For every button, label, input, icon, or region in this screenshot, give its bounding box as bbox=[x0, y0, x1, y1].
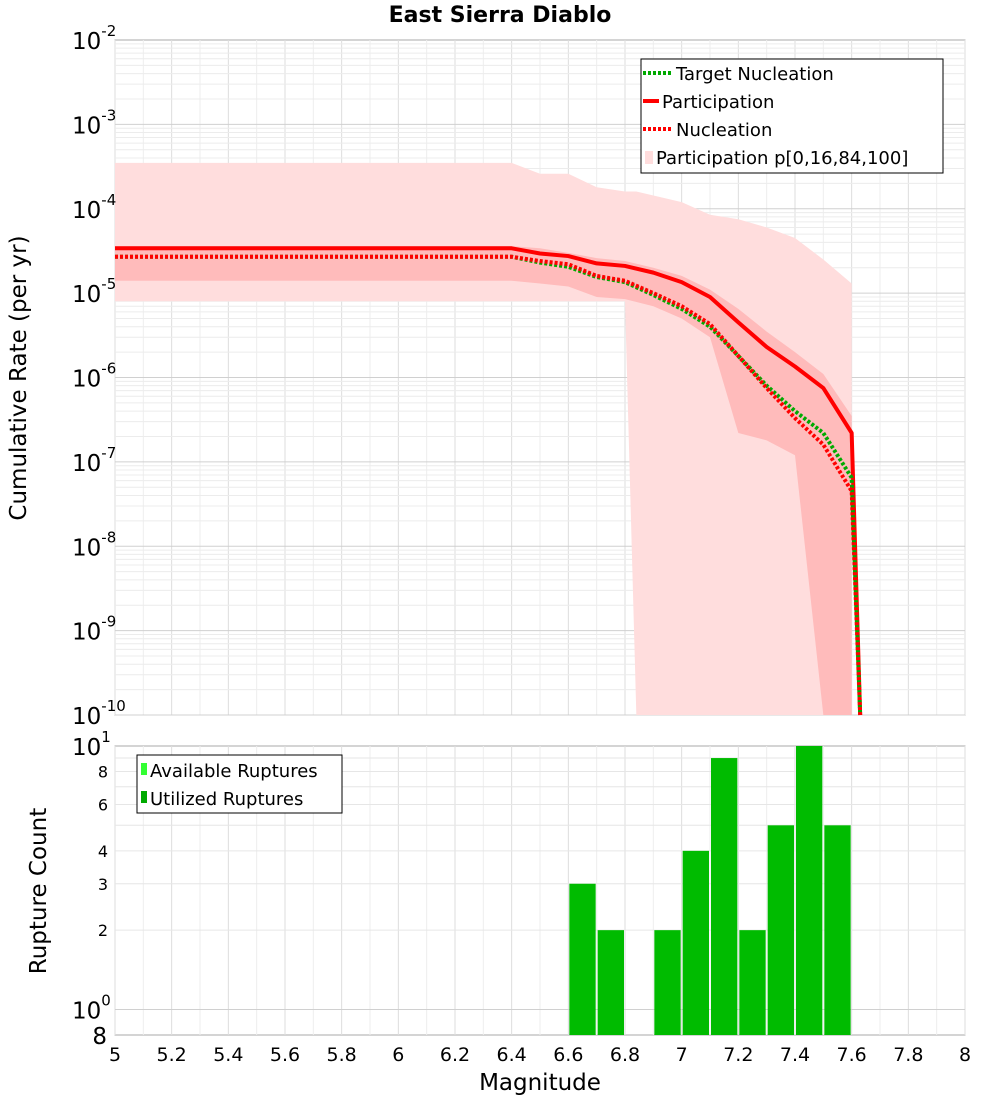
bar bbox=[654, 930, 681, 1035]
bottom-y-axis-title: Rupture Count bbox=[26, 808, 52, 974]
y-tick-label: 10-6 bbox=[72, 360, 116, 393]
legend-swatch-available-ruptures bbox=[141, 763, 147, 775]
y-tick-label: 10-10 bbox=[72, 697, 126, 730]
y-tick-label: 10-5 bbox=[72, 275, 116, 308]
bar bbox=[569, 883, 596, 1035]
legend-label-utilized-ruptures: Utilized Ruptures bbox=[150, 789, 303, 810]
x-tick-label: 6.6 bbox=[553, 1044, 583, 1066]
x-tick-label: 7.6 bbox=[837, 1044, 867, 1066]
rate-lines bbox=[115, 246, 863, 716]
x-tick-label: 7.2 bbox=[723, 1044, 753, 1066]
legend-label-available-ruptures: Available Ruptures bbox=[150, 761, 318, 782]
x-tick-label: 6.2 bbox=[440, 1044, 470, 1066]
y-tick-label: 10-3 bbox=[72, 106, 116, 139]
x-tick-label: 5.8 bbox=[327, 1044, 357, 1066]
top-y-tick-labels: 10-2 10-3 10-4 10-5 10-6 10-7 10-8 10-9 10-10 bbox=[72, 22, 126, 730]
legend-label-target-nucleation: Target Nucleation bbox=[675, 64, 834, 85]
y-tick-label: 2 bbox=[98, 921, 108, 940]
x-tick-label: 6.8 bbox=[610, 1044, 640, 1066]
bar bbox=[739, 930, 766, 1035]
x-tick-label: 5 bbox=[109, 1044, 121, 1066]
y-tick-label-major: 101 bbox=[72, 728, 111, 761]
top-y-axis-title: Cumulative Rate (per yr) bbox=[6, 235, 32, 520]
x-tick-labels: 5 5.2 5.4 5.6 5.8 6 6.2 6.4 6.6 6.8 7 7.2 7.4 7.6 7.8 8 bbox=[109, 1044, 971, 1066]
bar bbox=[767, 825, 794, 1035]
line-nucleation bbox=[115, 254, 863, 716]
y-tick-label-bottom: 8 bbox=[92, 1024, 107, 1050]
legend-label-participation-band: Participation p[0,16,84,100] bbox=[656, 148, 908, 169]
y-tick-label: 10-4 bbox=[72, 191, 116, 224]
top-legend-box bbox=[640, 58, 944, 174]
y-tick-label: 10-8 bbox=[72, 528, 116, 561]
y-tick-label-major: 100 bbox=[72, 991, 111, 1024]
y-tick-label: 10-2 bbox=[72, 22, 116, 55]
y-tick-label: 8 bbox=[98, 763, 108, 782]
bottom-legend-box bbox=[136, 754, 343, 814]
y-tick-label: 6 bbox=[98, 795, 108, 814]
y-tick-label: 3 bbox=[98, 875, 108, 894]
bottom-legend: Available Ruptures Utilized Ruptures bbox=[136, 754, 343, 814]
top-legend: Target Nucleation Participation Nucleati… bbox=[640, 58, 944, 174]
legend-label-nucleation: Nucleation bbox=[676, 120, 772, 141]
y-tick-label: 4 bbox=[98, 842, 108, 861]
x-tick-label: 6.4 bbox=[497, 1044, 527, 1066]
x-tick-label: 8 bbox=[959, 1044, 971, 1066]
line-participation bbox=[115, 246, 863, 716]
y-tick-label: 10-9 bbox=[72, 613, 116, 646]
x-tick-label: 7.4 bbox=[780, 1044, 810, 1066]
x-tick-label: 7.8 bbox=[893, 1044, 923, 1066]
bar bbox=[796, 746, 823, 1035]
y-tick-label: 10-7 bbox=[72, 444, 116, 477]
chart-title: East Sierra Diablo bbox=[389, 3, 612, 28]
top-plot: 10-2 10-3 10-4 10-5 10-6 10-7 10-8 10-9 10-10 Cu… bbox=[6, 22, 966, 730]
x-tick-label: 5.4 bbox=[213, 1044, 243, 1066]
x-axis-title: Magnitude bbox=[479, 1070, 601, 1096]
legend-label-participation: Participation bbox=[662, 92, 774, 113]
x-tick-label: 5.2 bbox=[157, 1044, 187, 1066]
rupture-count-bars bbox=[569, 746, 851, 1035]
bar bbox=[682, 850, 709, 1035]
x-tick-label: 5.6 bbox=[270, 1044, 300, 1066]
legend-swatch-participation-band bbox=[645, 151, 653, 164]
legend-swatch-utilized-ruptures bbox=[141, 791, 147, 803]
bar bbox=[824, 825, 851, 1035]
bar bbox=[711, 758, 738, 1035]
x-tick-label: 7 bbox=[676, 1044, 688, 1066]
bar bbox=[597, 930, 624, 1035]
x-tick-label: 6 bbox=[392, 1044, 404, 1066]
